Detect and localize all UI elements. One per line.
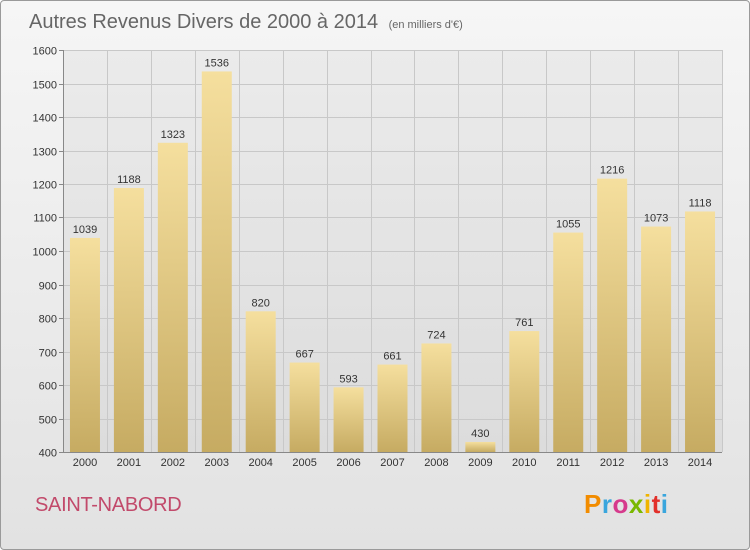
x-tick-label-2005: 2005 (292, 457, 316, 469)
x-tick-label-2002: 2002 (161, 457, 185, 469)
x-tick-label-2010: 2010 (512, 457, 536, 469)
logo-letter: i (660, 489, 669, 519)
bar-2007 (377, 364, 408, 452)
value-label-2009: 430 (471, 428, 489, 440)
x-tick-label-2013: 2013 (644, 457, 668, 469)
x-tick-label-2008: 2008 (424, 457, 448, 469)
value-label-2012: 1216 (600, 165, 624, 177)
y-tick-label: 1600 (33, 46, 57, 58)
bar-2000 (69, 237, 100, 452)
x-tick-label-2014: 2014 (688, 457, 712, 469)
bar-2001 (113, 188, 144, 452)
value-label-2005: 667 (295, 349, 313, 361)
logo-letter: t (651, 489, 661, 519)
value-label-2011: 1055 (556, 219, 580, 231)
value-label-2000: 1039 (73, 224, 97, 236)
y-tick-label: 1000 (33, 247, 57, 259)
y-tick-label: 600 (39, 381, 57, 393)
x-tick-label-2012: 2012 (600, 457, 624, 469)
bar-2003 (201, 71, 232, 452)
x-tick-label-2007: 2007 (380, 457, 404, 469)
logo-letter: i (643, 489, 652, 519)
y-tick-label: 500 (39, 415, 57, 427)
bar-2004 (245, 311, 276, 452)
logo-letter: x (628, 489, 644, 519)
bar-2005 (289, 362, 320, 452)
bar-2014 (685, 211, 716, 452)
commune-name: SAINT-NABORD (35, 494, 182, 516)
value-label-2007: 661 (383, 351, 401, 363)
bar-2012 (597, 178, 628, 452)
title-row: Autres Revenus Divers de 2000 à 2014 (en… (29, 11, 463, 34)
x-tick-label-2009: 2009 (468, 457, 492, 469)
logo-letter: P (584, 489, 602, 519)
y-tick-label: 1300 (33, 147, 57, 159)
x-tick-label-2003: 2003 (205, 457, 229, 469)
value-label-2003: 1536 (205, 57, 229, 69)
chart-title: Autres Revenus Divers de 2000 à 2014 (29, 11, 379, 33)
y-tick-label: 800 (39, 314, 57, 326)
bar-2013 (641, 226, 672, 452)
bar-2008 (421, 343, 452, 452)
value-label-2014: 1118 (689, 197, 712, 209)
y-tick-label: 1500 (33, 80, 57, 92)
bars: 1039 1188 1323 1536 820 667 593 661 724 430 761 105… (69, 57, 716, 453)
y-tick-label: 900 (39, 281, 57, 293)
y-tick-label: 1200 (33, 180, 57, 192)
x-tick-label-2004: 2004 (248, 457, 272, 469)
value-label-2006: 593 (339, 373, 357, 385)
value-label-2002: 1323 (161, 129, 185, 141)
y-tick-label: 700 (39, 348, 57, 360)
y-tick-label: 400 (39, 448, 57, 460)
axes: 400 500 600 700 800 900 1000 1100 1200 1300 1400 15… (33, 46, 722, 469)
logo-letter: r (601, 489, 613, 519)
x-tick-label-2001: 2001 (117, 457, 141, 469)
bar-2006 (333, 387, 364, 452)
value-label-2001: 1188 (117, 174, 141, 186)
x-tick-label-2006: 2006 (336, 457, 360, 469)
y-tick-label: 1100 (33, 213, 57, 225)
proxiti-logo[interactable]: Proxiti (584, 489, 668, 520)
chart-subtitle: (en milliers d'€) (388, 19, 463, 31)
bar-2002 (157, 142, 188, 453)
x-tick-label-2011: 2011 (556, 457, 580, 469)
bar-2011 (553, 232, 584, 452)
x-tick-label-2000: 2000 (73, 457, 97, 469)
bar-2009 (465, 441, 496, 452)
value-label-2013: 1073 (644, 213, 668, 225)
bar-2010 (509, 331, 540, 452)
y-tick-label: 1400 (33, 113, 57, 125)
value-label-2010: 761 (515, 317, 533, 329)
value-label-2004: 820 (252, 297, 270, 309)
logo-letter: o (612, 489, 629, 519)
value-label-2008: 724 (427, 329, 445, 341)
